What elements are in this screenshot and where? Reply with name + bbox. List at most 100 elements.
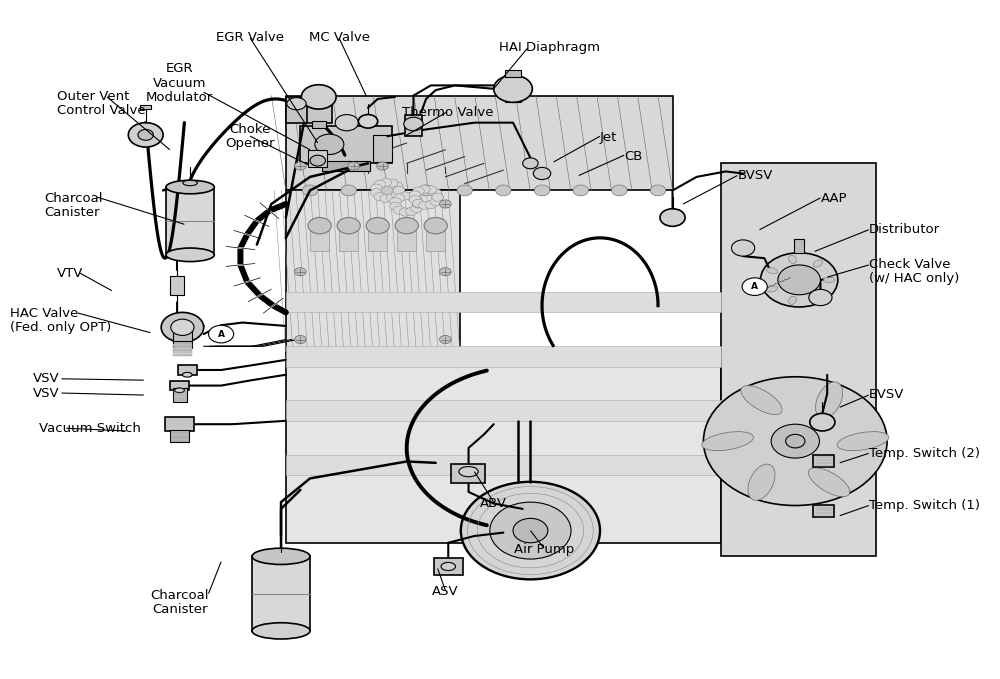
Circle shape [731, 240, 755, 256]
Circle shape [390, 202, 401, 210]
Circle shape [310, 155, 325, 166]
Bar [405, 115, 422, 136]
Ellipse shape [813, 260, 823, 267]
Text: Canister: Canister [44, 206, 100, 219]
Text: Charcoal: Charcoal [150, 589, 209, 602]
Text: Choke: Choke [229, 123, 271, 136]
Circle shape [612, 185, 627, 196]
Bar [397, 225, 416, 251]
Circle shape [395, 217, 418, 234]
Circle shape [494, 75, 532, 103]
Circle shape [308, 217, 331, 234]
Ellipse shape [252, 623, 310, 639]
Bar [813, 505, 834, 517]
Circle shape [411, 204, 422, 213]
Bar [813, 455, 834, 467]
Bar [170, 276, 184, 295]
Text: VTV: VTV [57, 267, 83, 280]
Bar [312, 122, 326, 128]
Ellipse shape [459, 466, 478, 477]
Circle shape [406, 207, 417, 215]
Text: Vacuum Switch: Vacuum Switch [39, 422, 141, 435]
Circle shape [370, 184, 382, 192]
Circle shape [377, 162, 388, 170]
Bar [308, 150, 327, 167]
Circle shape [391, 191, 403, 199]
Bar [434, 558, 463, 575]
Text: A: A [218, 329, 225, 339]
Circle shape [335, 115, 358, 131]
Text: BVSV: BVSV [869, 388, 904, 401]
Bar [505, 89, 521, 103]
Circle shape [418, 185, 434, 196]
Text: A: A [751, 282, 758, 291]
Bar [300, 126, 392, 164]
Text: Vacuum: Vacuum [153, 77, 206, 90]
Bar [794, 239, 804, 253]
Circle shape [650, 185, 666, 196]
Ellipse shape [175, 388, 184, 392]
Text: (w/ HAC only): (w/ HAC only) [869, 272, 959, 285]
Ellipse shape [183, 180, 197, 185]
Bar [173, 327, 192, 342]
Ellipse shape [823, 277, 835, 282]
Circle shape [660, 208, 685, 226]
Text: Outer Vent: Outer Vent [57, 90, 129, 103]
Circle shape [810, 414, 835, 431]
Text: ASV: ASV [432, 585, 459, 598]
Circle shape [315, 134, 344, 155]
Circle shape [573, 185, 588, 196]
Text: ABV: ABV [480, 497, 507, 510]
Circle shape [703, 377, 887, 505]
Circle shape [409, 191, 421, 199]
Circle shape [412, 200, 424, 208]
Circle shape [393, 186, 405, 194]
Bar [286, 96, 673, 190]
Bar [286, 346, 721, 367]
Circle shape [380, 194, 392, 202]
Circle shape [161, 312, 204, 342]
Circle shape [171, 319, 194, 335]
Ellipse shape [702, 432, 753, 451]
Circle shape [391, 182, 403, 190]
Bar [173, 347, 192, 350]
Circle shape [440, 200, 451, 208]
Circle shape [425, 200, 437, 208]
Text: AAP: AAP [820, 191, 847, 205]
Circle shape [390, 198, 401, 206]
Circle shape [419, 201, 430, 209]
Text: Canister: Canister [152, 603, 207, 616]
Bar [373, 135, 392, 162]
Circle shape [404, 117, 423, 131]
Circle shape [295, 162, 306, 170]
Circle shape [138, 130, 153, 141]
Circle shape [496, 185, 511, 196]
Circle shape [380, 185, 395, 196]
Bar [178, 365, 197, 375]
Circle shape [386, 179, 398, 187]
Circle shape [430, 198, 442, 206]
Circle shape [760, 253, 838, 307]
Circle shape [295, 335, 306, 344]
Text: (Fed. only OPT): (Fed. only OPT) [10, 321, 112, 334]
Bar [173, 354, 192, 356]
Bar [165, 418, 194, 431]
Circle shape [771, 424, 819, 458]
Circle shape [409, 196, 421, 204]
Ellipse shape [808, 468, 850, 497]
Circle shape [533, 168, 551, 179]
Text: Air Pump: Air Pump [514, 543, 574, 556]
Text: HAI Diaphragm: HAI Diaphragm [499, 41, 600, 54]
Ellipse shape [741, 386, 782, 415]
Ellipse shape [767, 286, 778, 292]
Ellipse shape [182, 372, 192, 377]
Circle shape [432, 193, 443, 201]
Ellipse shape [813, 293, 823, 300]
Circle shape [406, 193, 417, 201]
Circle shape [348, 162, 359, 170]
Text: BVSV: BVSV [737, 169, 773, 182]
Circle shape [374, 193, 386, 200]
Circle shape [425, 186, 437, 194]
Circle shape [440, 268, 451, 276]
Bar [173, 344, 192, 346]
